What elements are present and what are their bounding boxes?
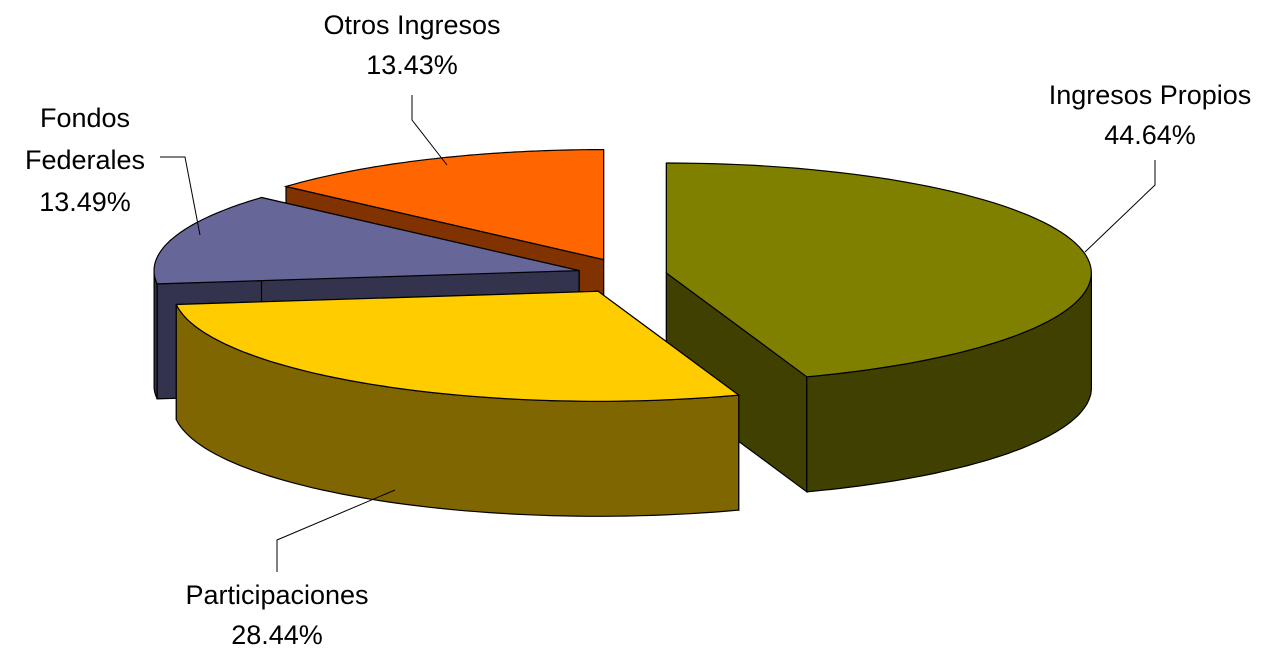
slice-label: Ingresos Propios 44.64% [1010, 75, 1288, 155]
value-label: 13.49% [39, 187, 131, 217]
category-label: Participaciones [185, 580, 369, 610]
category-label: Ingresos Propios [1048, 80, 1252, 110]
slice-label: Participaciones 28.44% [137, 575, 417, 655]
leader-line [276, 489, 396, 572]
leader-line [411, 95, 448, 166]
slice-label: Fondos Federales 13.49% [20, 97, 150, 223]
value-label: 44.64% [1104, 120, 1196, 150]
pie-slice [153, 196, 580, 285]
slice-label: Otros Ingresos 13.43% [272, 5, 552, 85]
value-label: 28.44% [231, 620, 323, 650]
leader-line [1084, 160, 1156, 253]
slices [153, 149, 1093, 517]
pie-slice [175, 290, 741, 402]
pie-slice [283, 149, 605, 261]
pie-slice [665, 162, 1093, 378]
leader-line [160, 156, 201, 236]
slice-wall [153, 270, 158, 400]
value-label: 13.43% [366, 50, 458, 80]
category-label: Fondos Federales [24, 103, 146, 175]
category-label: Otros Ingresos [323, 10, 501, 40]
